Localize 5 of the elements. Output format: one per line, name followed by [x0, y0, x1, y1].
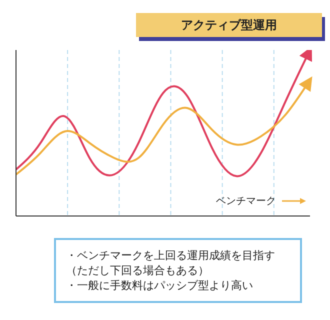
text: ・一般に手数料はパッシブ型より高い	[66, 278, 254, 293]
chart-title: アクティブ型運用	[136, 13, 322, 37]
legend-label: ベンチマーク	[216, 195, 276, 208]
text: ・ベンチマークを上回る運用成績を目指す	[66, 248, 276, 263]
text: （ただし下回る場合もある）	[66, 263, 210, 278]
